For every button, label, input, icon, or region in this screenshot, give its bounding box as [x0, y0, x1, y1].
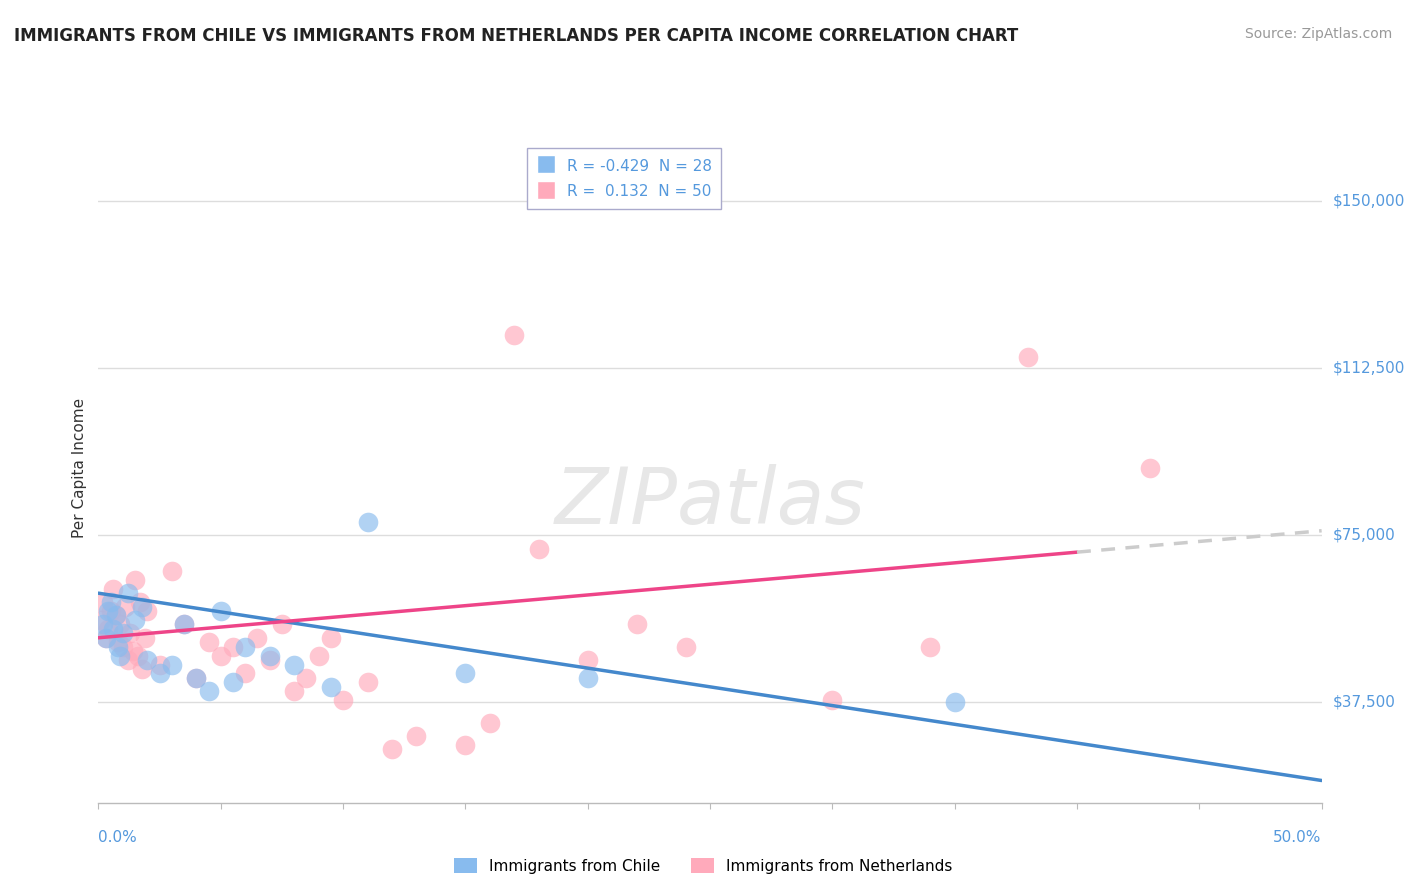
Point	[1017, 350, 1039, 364]
Point	[356, 675, 378, 690]
Point	[121, 644, 143, 658]
Point	[107, 640, 129, 654]
Point	[173, 617, 195, 632]
Point	[90, 613, 112, 627]
Point	[129, 595, 152, 609]
Point	[97, 622, 120, 636]
Point	[576, 653, 599, 667]
Point	[222, 640, 245, 654]
Point	[117, 586, 139, 600]
Point	[160, 564, 183, 578]
Y-axis label: Per Capita Income: Per Capita Income	[72, 398, 87, 539]
Point	[233, 640, 256, 654]
Point	[478, 715, 501, 730]
Point	[149, 666, 172, 681]
Point	[283, 657, 305, 672]
Point	[283, 684, 305, 698]
Point	[104, 608, 127, 623]
Point	[131, 599, 153, 614]
Point	[186, 671, 208, 685]
Point	[136, 653, 159, 667]
Point	[124, 573, 146, 587]
Point	[186, 671, 208, 685]
Point	[101, 622, 124, 636]
Point	[94, 631, 117, 645]
Point	[91, 617, 114, 632]
Text: $37,500: $37,500	[1333, 695, 1396, 710]
Point	[626, 617, 648, 632]
Point	[319, 680, 342, 694]
Point	[259, 653, 281, 667]
Point	[209, 648, 232, 663]
Point	[104, 608, 127, 623]
Point	[110, 617, 132, 632]
Point	[97, 604, 120, 618]
Point	[405, 729, 427, 743]
Point	[91, 595, 114, 609]
Text: $75,000: $75,000	[1333, 528, 1396, 542]
Text: 0.0%: 0.0%	[98, 830, 138, 845]
Text: $150,000: $150,000	[1333, 194, 1405, 208]
Point	[454, 666, 477, 681]
Point	[100, 604, 122, 618]
Point	[1139, 461, 1161, 475]
Point	[94, 631, 117, 645]
Point	[821, 693, 844, 707]
Point	[222, 675, 245, 690]
Point	[454, 738, 477, 752]
Point	[114, 599, 136, 614]
Point	[131, 662, 153, 676]
Text: ZIPatlas: ZIPatlas	[554, 464, 866, 540]
Point	[308, 648, 330, 663]
Point	[246, 631, 269, 645]
Point	[332, 693, 354, 707]
Point	[110, 648, 132, 663]
Point	[319, 631, 342, 645]
Text: 50.0%: 50.0%	[1274, 830, 1322, 845]
Point	[136, 604, 159, 618]
Point	[233, 666, 256, 681]
Point	[381, 742, 404, 756]
Point	[259, 648, 281, 663]
Point	[943, 696, 966, 710]
Point	[270, 617, 294, 632]
Point	[173, 617, 195, 632]
Text: IMMIGRANTS FROM CHILE VS IMMIGRANTS FROM NETHERLANDS PER CAPITA INCOME CORRELATI: IMMIGRANTS FROM CHILE VS IMMIGRANTS FROM…	[14, 27, 1018, 45]
Point	[197, 635, 219, 649]
Legend: R = -0.429  N = 28, R =  0.132  N = 50: R = -0.429 N = 28, R = 0.132 N = 50	[527, 148, 721, 210]
Point	[503, 327, 526, 342]
Point	[675, 640, 697, 654]
Point	[107, 635, 129, 649]
Point	[209, 604, 232, 618]
Point	[111, 640, 134, 654]
Text: $112,500: $112,500	[1333, 360, 1405, 376]
Point	[134, 631, 156, 645]
Point	[124, 613, 146, 627]
Point	[197, 684, 219, 698]
Point	[117, 653, 139, 667]
Legend: Immigrants from Chile, Immigrants from Netherlands: Immigrants from Chile, Immigrants from N…	[447, 852, 959, 880]
Point	[127, 648, 149, 663]
Point	[356, 515, 378, 529]
Point	[149, 657, 172, 672]
Point	[920, 640, 942, 654]
Point	[100, 595, 122, 609]
Point	[111, 626, 134, 640]
Point	[295, 671, 318, 685]
Text: Source: ZipAtlas.com: Source: ZipAtlas.com	[1244, 27, 1392, 41]
Point	[101, 582, 124, 596]
Point	[527, 541, 550, 556]
Point	[160, 657, 183, 672]
Point	[120, 626, 142, 640]
Point	[576, 671, 599, 685]
